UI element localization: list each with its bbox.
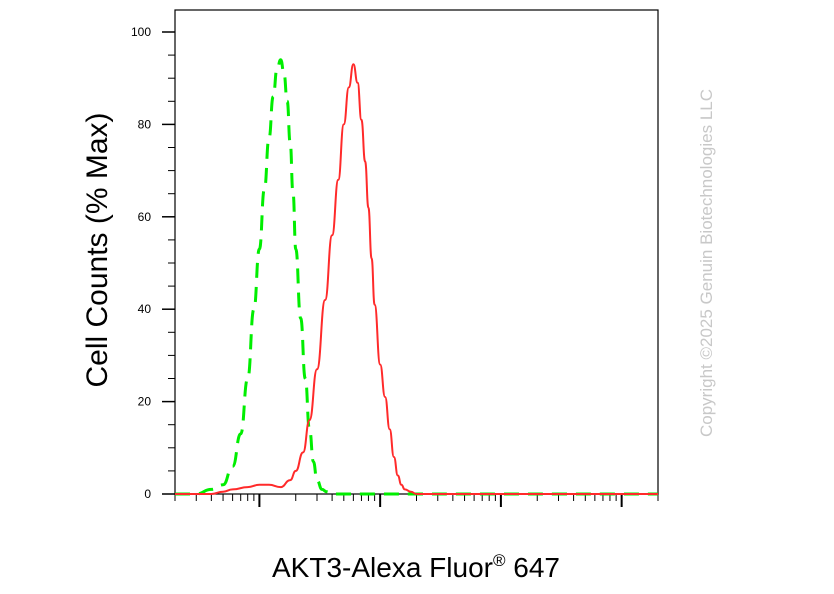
control-histogram-curve [175,58,658,496]
y-tick-label: 20 [138,395,152,409]
y-tick-label: 60 [138,210,152,224]
y-tick-label: 80 [138,117,152,131]
y-tick-label: 0 [144,487,151,501]
x-axis [174,494,659,507]
y-axis-title: Cell Counts (% Max) [81,112,114,387]
y-tick-label: 40 [138,302,152,316]
copyright-watermark: Copyright ©2025 Genuin Biotechnologies L… [697,89,716,437]
y-tick-label: 100 [131,25,151,39]
x-axis-title-main: AKT3-Alexa Fluor [272,552,493,583]
x-axis-title-suffix: 647 [506,552,561,583]
plot-frame [174,9,659,495]
y-axis: 0 20 40 60 80 100 [131,25,175,501]
stained-histogram-curve [175,63,658,495]
series-layer [175,58,658,496]
x-axis-title-registered-mark: ® [493,551,506,570]
x-axis-title: AKT3-Alexa Fluor® 647 [272,551,560,583]
